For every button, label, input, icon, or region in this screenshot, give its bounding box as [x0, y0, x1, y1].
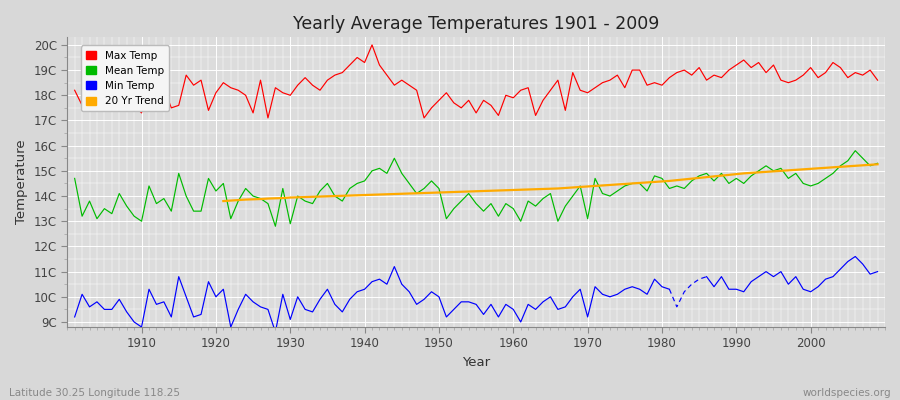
Text: worldspecies.org: worldspecies.org: [803, 388, 891, 398]
Title: Yearly Average Temperatures 1901 - 2009: Yearly Average Temperatures 1901 - 2009: [292, 15, 660, 33]
Y-axis label: Temperature: Temperature: [15, 140, 28, 224]
Legend: Max Temp, Mean Temp, Min Temp, 20 Yr Trend: Max Temp, Mean Temp, Min Temp, 20 Yr Tre…: [81, 46, 169, 112]
Text: Latitude 30.25 Longitude 118.25: Latitude 30.25 Longitude 118.25: [9, 388, 180, 398]
X-axis label: Year: Year: [462, 356, 490, 369]
